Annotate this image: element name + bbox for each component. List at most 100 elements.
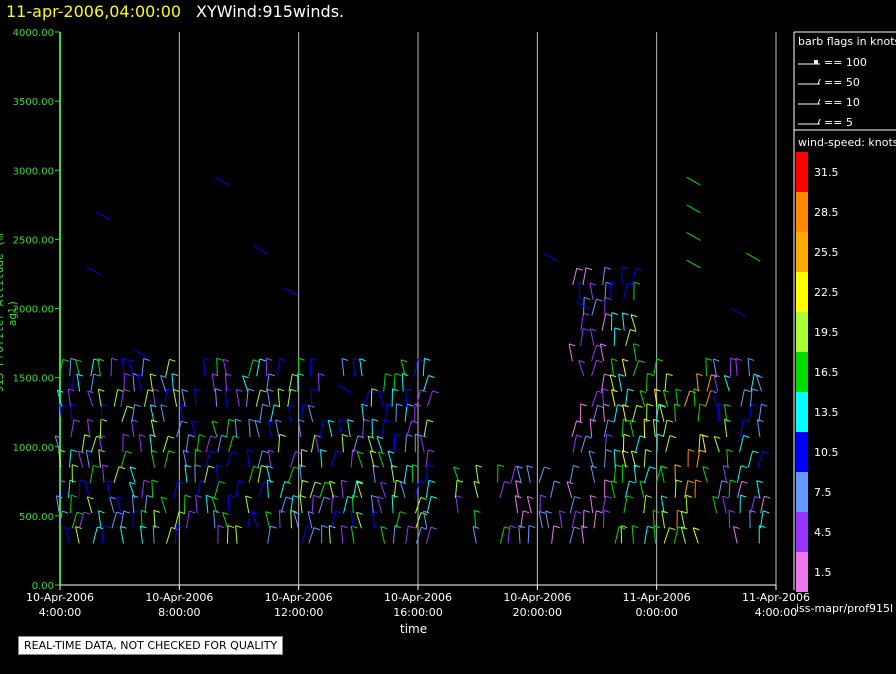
wind-barb-upper xyxy=(134,349,149,359)
wind-barb xyxy=(405,525,415,544)
x-tick-label-time: 4:00:00 xyxy=(39,606,81,619)
wind-barb xyxy=(235,480,245,498)
wind-barb xyxy=(119,525,127,544)
wind-barb xyxy=(694,479,702,498)
wind-barb xyxy=(224,388,232,407)
wind-barb xyxy=(338,419,346,438)
wind-barb xyxy=(696,449,706,468)
wind-barb xyxy=(614,526,626,544)
wind-barb xyxy=(579,327,590,346)
wind-barb xyxy=(588,450,596,468)
speed-swatch xyxy=(796,352,808,392)
wind-barb xyxy=(420,434,427,453)
wind-barb xyxy=(739,435,750,453)
wind-barb xyxy=(307,404,315,422)
wind-barb xyxy=(311,494,320,514)
wind-barb xyxy=(371,418,379,438)
wind-barb xyxy=(550,480,561,499)
wind-barb xyxy=(631,267,642,286)
wind-barb xyxy=(515,480,522,498)
x-tick-label-date: 11-Apr-2006 xyxy=(623,591,691,604)
wind-barb xyxy=(319,419,330,438)
wind-barb xyxy=(643,449,652,468)
speed-swatch xyxy=(796,432,808,472)
wind-barb xyxy=(391,494,399,514)
wind-barb xyxy=(299,464,307,483)
wind-barb xyxy=(400,359,408,377)
wind-barb xyxy=(174,511,186,529)
y-axis-title: 915 Profiler Altitude (m agl) xyxy=(0,233,19,393)
y-tick-label: 500.00 xyxy=(19,512,54,523)
wind-barb xyxy=(267,449,275,468)
wind-barb xyxy=(123,373,131,392)
wind-barb xyxy=(653,358,663,377)
x-tick-label-date: 10-Apr-2006 xyxy=(503,591,571,604)
wind-barb xyxy=(266,373,276,392)
wind-barb xyxy=(728,509,736,529)
speed-swatch xyxy=(796,472,808,512)
wind-barb xyxy=(601,495,613,514)
wind-barb xyxy=(216,357,223,377)
y-tick-label: 2000.00 xyxy=(13,305,54,316)
wind-barb xyxy=(687,449,695,468)
wind-barb xyxy=(693,388,700,407)
y-tick-label: 3500.00 xyxy=(13,97,54,108)
wind-barb xyxy=(414,403,422,422)
wind-barb xyxy=(100,403,108,422)
wind-barb xyxy=(589,418,597,438)
wind-barb xyxy=(403,464,414,483)
wind-barb xyxy=(551,525,560,544)
wind-barb xyxy=(150,449,158,468)
wind-barb xyxy=(58,358,70,377)
wind-barb xyxy=(414,496,427,514)
wind-barb xyxy=(214,388,222,407)
wind-barb xyxy=(629,419,637,438)
wind-barb xyxy=(603,449,612,468)
wind-barb xyxy=(380,526,388,544)
wind-barb xyxy=(151,479,158,498)
wind-barb xyxy=(87,418,94,438)
wind-barb xyxy=(454,479,464,498)
x-axis-title: time xyxy=(400,622,428,636)
wind-barb xyxy=(632,343,640,362)
wind-barb xyxy=(516,465,524,483)
speed-legend-label: 10.5 xyxy=(814,446,839,459)
wind-barb xyxy=(724,418,731,438)
wind-barb xyxy=(395,511,407,529)
wind-barb xyxy=(758,403,768,422)
wind-barb xyxy=(267,525,277,544)
wind-barb xyxy=(115,496,123,514)
wind-barb xyxy=(139,525,147,544)
wind-barb xyxy=(228,435,240,453)
wind-barb xyxy=(572,434,583,453)
speed-legend-label: 19.5 xyxy=(814,326,839,339)
wind-barb xyxy=(643,466,656,483)
wind-barb xyxy=(171,373,179,392)
wind-barb xyxy=(610,312,618,331)
wind-barb xyxy=(579,403,587,422)
wind-barb xyxy=(376,435,384,453)
barb-legend-tick xyxy=(817,78,821,85)
wind-barb xyxy=(369,450,377,468)
wind-barb xyxy=(196,480,207,498)
wind-barb xyxy=(359,358,366,377)
wind-barb xyxy=(176,420,188,438)
wind-barb xyxy=(267,419,275,438)
barb-legend-tick xyxy=(817,118,821,125)
barb-legend-label: == 50 xyxy=(824,76,860,89)
wind-barb xyxy=(680,510,688,529)
wind-barb xyxy=(759,510,770,529)
wind-barb xyxy=(589,495,597,514)
wind-barb xyxy=(347,419,354,438)
barb-legend-tick xyxy=(817,98,821,105)
wind-barb xyxy=(645,373,654,392)
wind-barb xyxy=(399,481,407,499)
wind-barb xyxy=(90,373,100,392)
wind-barb xyxy=(582,267,593,286)
wind-barb xyxy=(68,449,78,468)
wind-barb xyxy=(568,343,576,362)
wind-barb xyxy=(226,525,235,544)
wind-barb xyxy=(309,481,322,499)
wind-barb xyxy=(78,511,91,529)
speed-legend-label: 16.5 xyxy=(814,366,839,379)
